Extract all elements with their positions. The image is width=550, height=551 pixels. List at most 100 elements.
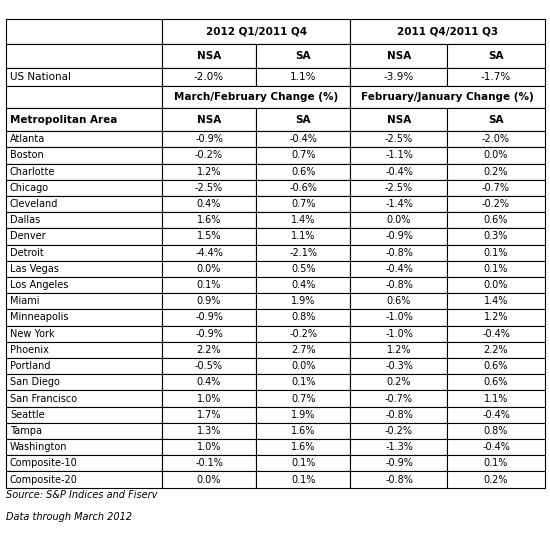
Text: 1.2%: 1.2% [484,312,508,322]
Bar [448,358,544,374]
Bar [256,212,350,228]
Bar [256,358,350,374]
Bar [350,374,448,391]
Bar [162,423,256,439]
Text: -2.0%: -2.0% [482,134,510,144]
Text: -0.1%: -0.1% [195,458,223,468]
Bar [162,472,256,488]
Text: NSA: NSA [387,51,411,61]
Text: -0.9%: -0.9% [195,134,223,144]
Bar [162,407,256,423]
Bar [162,245,256,261]
Text: 2011 Q4/2011 Q3: 2011 Q4/2011 Q3 [397,26,498,36]
Text: -0.2%: -0.2% [385,426,413,436]
Bar [6,309,162,326]
Text: -2.0%: -2.0% [194,72,224,82]
Bar [256,391,350,407]
Bar [162,358,256,374]
Bar [448,212,544,228]
Bar [6,407,162,423]
Text: -0.2%: -0.2% [289,329,317,339]
Text: 0.1%: 0.1% [291,474,316,484]
Bar [162,19,350,44]
Bar [448,472,544,488]
Text: -0.4%: -0.4% [385,264,413,274]
Text: -2.5%: -2.5% [385,134,413,144]
Text: 0.2%: 0.2% [484,166,508,177]
Text: 0.8%: 0.8% [291,312,316,322]
Bar [448,245,544,261]
Text: 1.1%: 1.1% [290,72,317,82]
Text: 0.6%: 0.6% [484,361,508,371]
Bar [6,358,162,374]
Text: -0.9%: -0.9% [385,458,413,468]
Text: -1.7%: -1.7% [481,72,511,82]
Bar [448,277,544,293]
Bar [256,455,350,472]
Text: NSA: NSA [387,115,411,125]
Text: 0.6%: 0.6% [484,377,508,387]
Bar [448,309,544,326]
Bar [350,228,448,245]
Text: 1.0%: 1.0% [197,393,221,403]
Text: 1.9%: 1.9% [291,296,316,306]
Text: 1.6%: 1.6% [291,426,316,436]
Bar [162,261,256,277]
Text: 0.6%: 0.6% [484,215,508,225]
Text: -1.3%: -1.3% [385,442,413,452]
Text: 0.1%: 0.1% [291,458,316,468]
Text: -0.4%: -0.4% [482,442,510,452]
Text: Charlotte: Charlotte [10,166,55,177]
Text: Phoenix: Phoenix [10,345,49,355]
Bar [6,180,162,196]
Text: NSA: NSA [197,115,221,125]
Text: Chicago: Chicago [10,183,49,193]
Text: 1.7%: 1.7% [197,410,221,420]
Text: -4.4%: -4.4% [195,247,223,258]
Bar [162,439,256,455]
Text: -0.7%: -0.7% [482,183,510,193]
Text: 0.6%: 0.6% [387,296,411,306]
Bar [448,391,544,407]
Bar [256,147,350,164]
Text: San Diego: San Diego [10,377,60,387]
Text: Tampa: Tampa [10,426,42,436]
Bar [448,261,544,277]
Text: Seattle: Seattle [10,410,45,420]
Bar [6,472,162,488]
Text: 0.1%: 0.1% [291,377,316,387]
Bar [350,407,448,423]
Text: -0.9%: -0.9% [195,312,223,322]
Text: Denver: Denver [10,231,46,241]
Bar [162,212,256,228]
Text: Source: S&P Indices and Fiserv: Source: S&P Indices and Fiserv [6,490,157,500]
Bar [350,164,448,180]
Bar [350,212,448,228]
Text: -1.4%: -1.4% [385,199,413,209]
Text: -2.1%: -2.1% [289,247,317,258]
Text: 0.2%: 0.2% [387,377,411,387]
Bar [6,147,162,164]
Bar [162,68,256,86]
Text: -0.4%: -0.4% [482,329,510,339]
Bar [350,196,448,212]
Text: 1.2%: 1.2% [387,345,411,355]
Bar [350,19,544,44]
Text: Composite-20: Composite-20 [10,474,78,484]
Bar [448,326,544,342]
Text: 0.7%: 0.7% [291,393,316,403]
Text: -0.2%: -0.2% [482,199,510,209]
Text: 1.6%: 1.6% [197,215,221,225]
Bar [256,109,350,131]
Bar [6,423,162,439]
Text: 0.1%: 0.1% [484,264,508,274]
Bar [6,374,162,391]
Bar [6,326,162,342]
Bar [256,423,350,439]
Bar [350,277,448,293]
Bar [162,196,256,212]
Bar [350,180,448,196]
Text: Los Angeles: Los Angeles [10,280,68,290]
Bar [350,439,448,455]
Text: San Francisco: San Francisco [10,393,77,403]
